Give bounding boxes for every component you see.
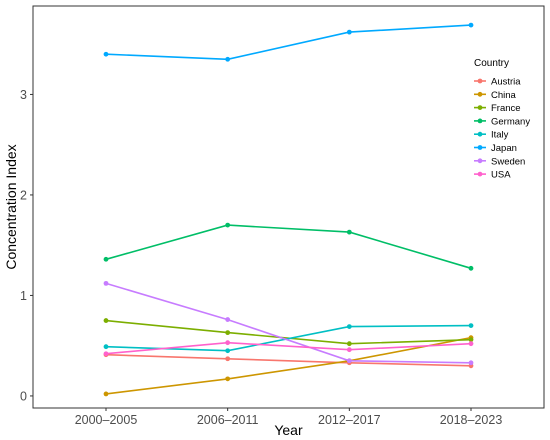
series-line-germany xyxy=(105,224,472,270)
legend-item-austria: Austria xyxy=(474,77,521,88)
x-tick-label: 2006–2011 xyxy=(197,413,259,427)
legend-swatch-point xyxy=(477,131,483,137)
data-point-sweden xyxy=(468,360,474,366)
data-point-germany xyxy=(225,222,231,228)
data-point-germany xyxy=(346,229,352,235)
y-tick-label: 0 xyxy=(20,389,27,403)
legend-label: Sweden xyxy=(491,156,525,167)
plot-panel xyxy=(32,5,545,409)
legend-item-usa: USA xyxy=(474,170,511,181)
legend-item-sweden: Sweden xyxy=(474,156,525,167)
y-tick-label: 1 xyxy=(20,289,27,303)
legend-swatch-point xyxy=(477,118,483,124)
data-point-italy xyxy=(225,348,231,354)
legend-label: USA xyxy=(491,170,511,181)
series-japan xyxy=(103,22,474,62)
data-point-sweden xyxy=(225,317,231,322)
legend-item-china: China xyxy=(474,90,517,101)
data-point-france xyxy=(468,337,474,343)
series-line-sweden xyxy=(105,282,472,364)
data-point-france xyxy=(225,330,231,336)
data-point-china xyxy=(225,376,231,382)
data-point-usa xyxy=(468,341,474,347)
legend-title: Country xyxy=(474,58,509,69)
legend-label: Italy xyxy=(491,130,509,141)
legend-label: Japan xyxy=(491,143,517,154)
series-layer xyxy=(103,22,474,397)
y-axis-title: Concentration Index xyxy=(3,144,19,269)
data-point-japan xyxy=(468,22,474,28)
series-line-china xyxy=(105,336,472,395)
x-tick-label: 2000–2005 xyxy=(75,413,138,427)
x-axis: 2000–2005 2006–2011 2012–2017 2018–2023 xyxy=(75,408,503,427)
data-point-usa xyxy=(225,340,231,346)
data-point-france xyxy=(346,341,352,347)
legend-item-germany: Germany xyxy=(474,116,530,127)
legend: Country Austria China France Germany Italy Ja… xyxy=(474,58,530,181)
legend-item-japan: Japan xyxy=(474,143,517,154)
data-point-france xyxy=(103,318,109,323)
data-point-sweden xyxy=(103,280,109,286)
legend-item-italy: Italy xyxy=(474,130,509,141)
x-axis-title: Year xyxy=(274,422,303,438)
series-germany xyxy=(103,222,474,271)
y-axis: 0 1 2 3 xyxy=(20,88,33,403)
data-point-austria xyxy=(225,356,231,362)
data-point-germany xyxy=(103,256,109,262)
data-point-sweden xyxy=(346,358,352,364)
series-line-usa xyxy=(105,341,472,355)
data-point-italy xyxy=(103,344,109,350)
series-usa xyxy=(103,340,474,357)
legend-label: Germany xyxy=(491,116,530,127)
data-point-usa xyxy=(346,347,352,353)
legend-swatch-point xyxy=(477,91,483,97)
data-point-italy xyxy=(468,323,474,328)
y-tick-label: 3 xyxy=(20,88,27,102)
legend-swatch-point xyxy=(477,158,483,164)
legend-item-france: France xyxy=(474,103,521,114)
series-line-japan xyxy=(105,24,472,61)
data-point-italy xyxy=(346,324,352,329)
x-tick-label: 2018–2023 xyxy=(440,413,503,427)
data-point-japan xyxy=(103,51,109,57)
data-point-usa xyxy=(103,351,109,357)
series-line-austria xyxy=(105,353,472,367)
legend-swatch-point xyxy=(477,145,483,150)
legend-label: France xyxy=(491,103,521,114)
data-point-germany xyxy=(468,265,474,271)
data-point-japan xyxy=(225,56,231,62)
y-tick-label: 2 xyxy=(20,188,27,202)
legend-label: China xyxy=(491,90,517,101)
x-tick-label: 2012–2017 xyxy=(318,413,381,427)
data-point-china xyxy=(103,391,109,397)
legend-label: Austria xyxy=(491,77,521,88)
legend-swatch-point xyxy=(477,171,483,177)
data-point-japan xyxy=(346,29,352,35)
legend-swatch-point xyxy=(477,78,483,84)
legend-swatch-point xyxy=(477,105,483,110)
series-sweden xyxy=(103,280,474,366)
